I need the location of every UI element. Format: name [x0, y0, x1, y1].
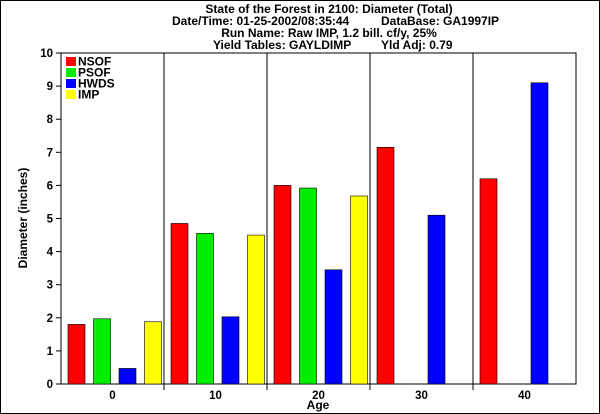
- y-tick-label: 4: [47, 247, 54, 259]
- y-tick-label: 6: [47, 180, 53, 192]
- legend-label-hwds: HWDS: [78, 77, 115, 91]
- bar-nsof-30: [376, 147, 395, 385]
- chart-title: State of the Forest in 2100: Diameter (T…: [205, 2, 452, 16]
- y-tick-label: 0: [47, 379, 53, 391]
- bar-psof-0: [93, 318, 111, 385]
- x-tick-label: 40: [518, 390, 531, 402]
- bar-nsof-10: [170, 223, 189, 385]
- x-tick-label: 0: [109, 390, 115, 402]
- y-axis: 0 1 2 3 4 5 6 7 8 9 10: [40, 48, 61, 391]
- y-tick-label: 3: [47, 280, 53, 292]
- bars-layer: [67, 82, 549, 385]
- plot-area: [60, 52, 577, 385]
- x-tick-label: 20: [312, 390, 325, 402]
- legend-label-imp: IMP: [78, 88, 99, 102]
- x-axis-label: Age: [307, 398, 330, 412]
- header-yield-tables: Yield Tables: GAYLDIMP: [213, 38, 351, 52]
- header-yld-adj: Yld Adj: 0.79: [381, 38, 453, 52]
- legend-swatch-psof: [66, 68, 76, 77]
- bar-nsof-0: [67, 324, 86, 385]
- x-axis: 0 10 20 30 40: [109, 53, 531, 402]
- legend-label-nsof: NSOF: [78, 55, 111, 69]
- x-tick-label: 10: [209, 390, 222, 402]
- y-tick-label: 9: [47, 81, 53, 93]
- bar-hwds-40: [530, 82, 549, 385]
- y-tick-label: 8: [47, 114, 54, 126]
- bar-hwds-30: [427, 214, 446, 385]
- y-tick-label: 5: [47, 214, 54, 226]
- legend-swatch-imp: [66, 90, 76, 99]
- bar-imp-20: [350, 195, 368, 385]
- legend-swatch-hwds: [66, 79, 76, 88]
- y-tick-label: 10: [40, 48, 53, 60]
- bar-nsof-20: [273, 185, 292, 385]
- header-database: DataBase: GA1997IP: [381, 14, 499, 28]
- bar-imp-0: [144, 321, 162, 385]
- bar-psof-20: [299, 187, 317, 385]
- y-tick-label: 2: [47, 313, 53, 325]
- bar-hwds-0: [118, 368, 137, 385]
- header-datetime: Date/Time: 01-25-2002/08:35:44: [172, 14, 350, 28]
- legend-label-psof: PSOF: [78, 66, 111, 80]
- bar-imp-10: [247, 234, 265, 385]
- bar-psof-10: [196, 233, 214, 385]
- y-tick-label: 1: [47, 346, 54, 358]
- legend-swatch-nsof: [66, 57, 76, 66]
- bar-nsof-40: [479, 178, 498, 385]
- header-run-name: Run Name: Raw IMP, 1.2 bill. cf/y, 25%: [221, 26, 437, 40]
- bar-hwds-10: [221, 316, 240, 385]
- bar-hwds-20: [324, 269, 343, 385]
- x-tick-label: 30: [415, 390, 428, 402]
- chart-header: State of the Forest in 2100: Diameter (T…: [172, 2, 499, 52]
- y-tick-label: 7: [47, 147, 53, 159]
- y-axis-label: Diameter (inches): [16, 168, 30, 269]
